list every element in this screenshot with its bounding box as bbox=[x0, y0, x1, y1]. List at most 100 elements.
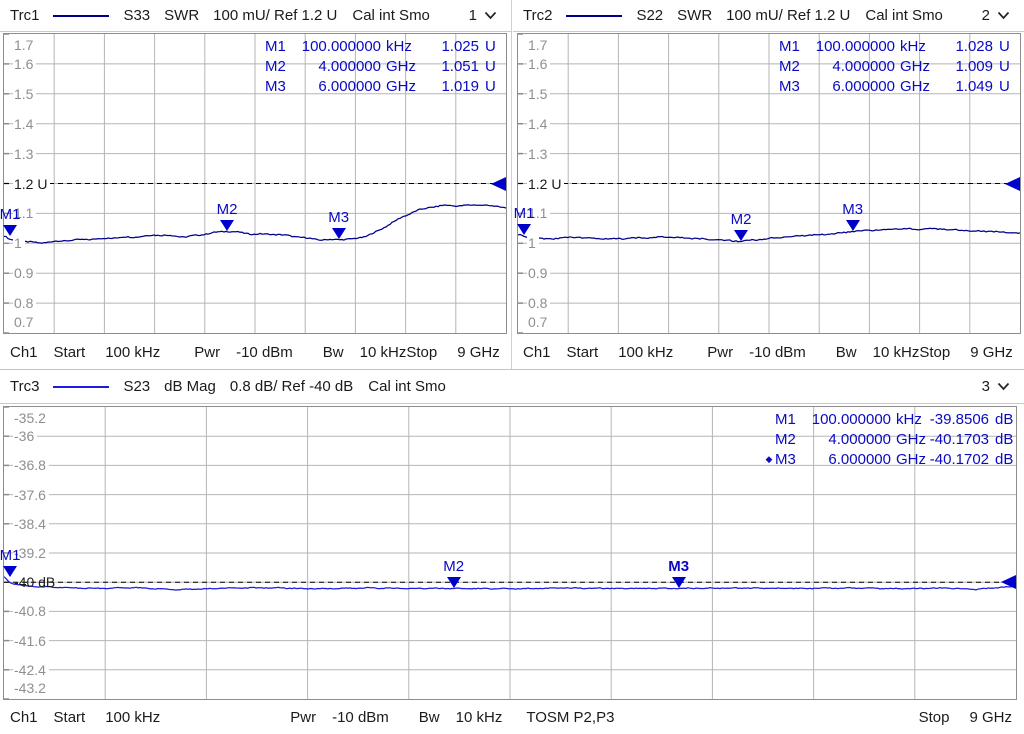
y-axis-label: 1.7 bbox=[527, 37, 551, 54]
readout-stimulus-unit: GHz bbox=[900, 77, 930, 95]
readout-value: -39.8506 bbox=[929, 410, 989, 428]
y-axis-label: 1.1 bbox=[13, 205, 37, 223]
measurement-trace bbox=[518, 227, 1020, 243]
y-axis-label: -37.6 bbox=[13, 486, 49, 504]
panel-divider-horizontal bbox=[0, 369, 1024, 370]
trace-scale[interactable]: 100 mU/ Ref 1.2 U bbox=[726, 7, 851, 24]
area-selector[interactable]: 1 bbox=[469, 7, 497, 24]
s-parameter[interactable]: S33 bbox=[123, 7, 151, 24]
area-selector[interactable]: 2 bbox=[982, 7, 1010, 24]
marker-readout: M1 100.000000 kHz 1.028 U M2 4.000000 GHz 1.009 U… bbox=[767, 36, 1015, 96]
bandwidth-label[interactable]: Bw bbox=[418, 709, 440, 726]
trace-panel-trc1: Trc1 S33 SWR 100 mU/ Ref 1.2 U Cal int S… bbox=[0, 0, 511, 369]
stop-value[interactable]: 9 GHz bbox=[969, 709, 1012, 726]
stop-value[interactable]: 9 GHz bbox=[457, 344, 500, 361]
start-label[interactable]: Start bbox=[53, 344, 86, 361]
s-parameter[interactable]: S22 bbox=[636, 7, 664, 24]
marker-triangle-m1[interactable] bbox=[517, 223, 531, 235]
start-value[interactable]: 100 kHz bbox=[105, 709, 161, 726]
trace-name[interactable]: Trc2 bbox=[523, 7, 553, 24]
y-axis-label: 1.1 bbox=[527, 205, 551, 223]
bandwidth-value[interactable]: 10 kHz bbox=[359, 344, 407, 361]
y-axis-label: -41.6 bbox=[13, 632, 49, 650]
trace-format[interactable]: SWR bbox=[164, 7, 200, 24]
readout-stimulus: 4.000000 bbox=[832, 57, 895, 75]
channel-label[interactable]: Ch1 bbox=[523, 344, 551, 361]
marker-triangle-m3[interactable] bbox=[845, 220, 860, 232]
start-value[interactable]: 100 kHz bbox=[105, 344, 161, 361]
readout-value-unit: U bbox=[999, 57, 1010, 75]
measurement-trace bbox=[4, 204, 506, 244]
readout-value-unit: U bbox=[485, 37, 496, 55]
marker-triangle-m2[interactable] bbox=[446, 577, 461, 589]
marker-label-m2[interactable]: M2 bbox=[216, 201, 238, 219]
readout-value: 1.009 bbox=[955, 57, 993, 75]
readout-marker-name: M3 bbox=[775, 450, 796, 468]
start-value[interactable]: 100 kHz bbox=[618, 344, 674, 361]
bandwidth-label[interactable]: Bw bbox=[322, 344, 344, 361]
marker-readout: M1 100.000000 kHz -39.8506 dB M2 4.000000 GHz -4… bbox=[763, 409, 1014, 469]
trace-format[interactable]: SWR bbox=[677, 7, 713, 24]
readout-stimulus-unit: GHz bbox=[896, 430, 926, 448]
y-axis-label: -38.4 bbox=[13, 515, 49, 533]
marker-triangle-m2[interactable] bbox=[734, 230, 749, 242]
stop-label[interactable]: Stop bbox=[919, 344, 951, 361]
readout-stimulus: 6.000000 bbox=[318, 77, 381, 95]
trace-scale[interactable]: 0.8 dB/ Ref -40 dB bbox=[229, 378, 354, 395]
marker-readout: M1 100.000000 kHz 1.025 U M2 4.000000 GHz 1.051 U… bbox=[253, 36, 501, 96]
bandwidth-value[interactable]: 10 kHz bbox=[455, 709, 503, 726]
marker-label-m1[interactable]: M1 bbox=[0, 546, 21, 564]
marker-label-m3[interactable]: M3 bbox=[328, 209, 350, 227]
power-value[interactable]: -10 dBm bbox=[332, 709, 389, 726]
trace-scale[interactable]: 100 mU/ Ref 1.2 U bbox=[213, 7, 338, 24]
readout-stimulus: 4.000000 bbox=[828, 430, 891, 448]
power-label[interactable]: Pwr bbox=[707, 344, 734, 361]
marker-triangle-m1[interactable] bbox=[3, 565, 17, 577]
readout-marker-name: M2 bbox=[779, 57, 800, 75]
channel-label[interactable]: Ch1 bbox=[10, 709, 38, 726]
y-axis-label: 1.4 bbox=[527, 115, 551, 133]
trace-panel-trc2: Trc2 S22 SWR 100 mU/ Ref 1.2 U Cal int S… bbox=[513, 0, 1024, 369]
marker-triangle-m2[interactable] bbox=[220, 220, 235, 232]
marker-label-m3[interactable]: M3 bbox=[842, 201, 864, 219]
area-selector[interactable]: 3 bbox=[982, 378, 1010, 395]
stop-value[interactable]: 9 GHz bbox=[970, 344, 1013, 361]
y-axis-label: 1 bbox=[527, 235, 539, 253]
cal-kit-info: TOSM P2,P3 bbox=[526, 709, 615, 726]
marker-label-m1[interactable]: M1 bbox=[513, 204, 535, 222]
y-axis-label: -40.8 bbox=[13, 603, 49, 621]
power-value[interactable]: -10 dBm bbox=[749, 344, 806, 361]
bandwidth-value[interactable]: 10 kHz bbox=[872, 344, 920, 361]
stop-label[interactable]: Stop bbox=[918, 709, 950, 726]
power-value[interactable]: -10 dBm bbox=[236, 344, 293, 361]
trace-name[interactable]: Trc3 bbox=[10, 378, 40, 395]
readout-stimulus: 100.000000 bbox=[811, 410, 891, 428]
marker-label-m2[interactable]: M2 bbox=[730, 211, 752, 229]
bandwidth-label[interactable]: Bw bbox=[835, 344, 857, 361]
s-parameter[interactable]: S23 bbox=[123, 378, 151, 395]
channel-label[interactable]: Ch1 bbox=[10, 344, 38, 361]
marker-label-m2[interactable]: M2 bbox=[443, 558, 465, 576]
plot-area: 1.7 1.6 1.5 1.4 1.3 1.2 U 1.1 1 0.9 0.8 0.7 M1 100.0… bbox=[513, 33, 1021, 334]
trace-name[interactable]: Trc1 bbox=[10, 7, 40, 24]
start-label[interactable]: Start bbox=[53, 709, 86, 726]
trace-format[interactable]: dB Mag bbox=[164, 378, 216, 395]
y-axis-label: -40 dB bbox=[14, 574, 56, 591]
marker-triangle-m3[interactable] bbox=[331, 228, 346, 240]
marker-label-m1[interactable]: M1 bbox=[0, 205, 21, 223]
stop-label[interactable]: Stop bbox=[406, 344, 438, 361]
y-axis-label: -36.8 bbox=[13, 457, 49, 475]
power-label[interactable]: Pwr bbox=[290, 709, 317, 726]
start-label[interactable]: Start bbox=[566, 344, 599, 361]
y-axis-label: 1.5 bbox=[527, 85, 551, 103]
channel-footer: Ch1 Start 100 kHz Pwr -10 dBm Bw 10 kHz … bbox=[0, 701, 1024, 734]
readout-value: 1.051 bbox=[441, 57, 479, 75]
marker-triangle-m1[interactable] bbox=[3, 224, 17, 236]
trace-legend-line-icon bbox=[53, 14, 110, 17]
power-label[interactable]: Pwr bbox=[194, 344, 221, 361]
marker-triangle-m3[interactable] bbox=[671, 577, 686, 589]
marker-label-m3[interactable]: M3 bbox=[668, 558, 690, 576]
readout-stimulus: 100.000000 bbox=[815, 37, 895, 55]
trace-header: Trc3 S23 dB Mag 0.8 dB/ Ref -40 dB Cal i… bbox=[0, 370, 1024, 404]
cal-status: Cal int Smo bbox=[368, 378, 446, 395]
